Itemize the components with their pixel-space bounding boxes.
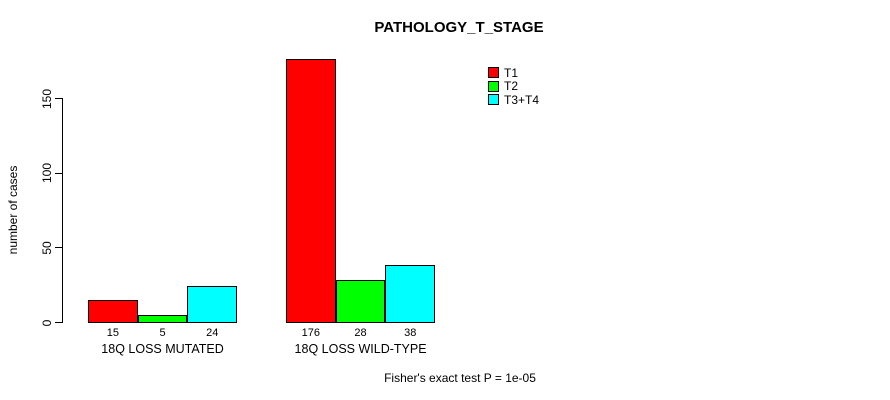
bar-value-label: 28 bbox=[354, 327, 367, 339]
legend-color-swatch bbox=[488, 94, 499, 106]
bar bbox=[187, 286, 238, 323]
y-tick-label: 50 bbox=[40, 241, 54, 255]
y-axis-title: number of cases bbox=[6, 165, 20, 255]
chart-title: PATHOLOGY_T_STAGE bbox=[374, 19, 544, 36]
bar bbox=[286, 59, 336, 323]
y-tick-label: 150 bbox=[40, 88, 54, 109]
bar bbox=[335, 280, 386, 323]
bar bbox=[88, 299, 138, 323]
y-axis-tick bbox=[55, 98, 62, 99]
legend-item: T2 bbox=[488, 79, 539, 94]
y-axis-tick bbox=[55, 322, 62, 323]
y-axis-tick bbox=[55, 247, 62, 249]
legend-color-swatch bbox=[488, 67, 499, 79]
legend-item-label: T3+T4 bbox=[504, 92, 540, 107]
bar-value-label: 15 bbox=[106, 327, 119, 339]
bar bbox=[385, 265, 436, 323]
y-tick-label: 100 bbox=[40, 163, 54, 184]
bar-value-label: 38 bbox=[404, 327, 417, 339]
bar-value-label: 24 bbox=[206, 327, 219, 339]
legend-item: T3+T4 bbox=[488, 93, 539, 107]
legend-color-swatch bbox=[488, 80, 499, 92]
legend-item-label: T1 bbox=[504, 65, 519, 80]
bar-value-label: 176 bbox=[301, 327, 321, 339]
statistical-annotation: Fisher's exact test P = 1e-05 bbox=[384, 371, 536, 385]
legend-item-label: T2 bbox=[504, 79, 519, 94]
y-axis-line bbox=[62, 98, 63, 323]
bar bbox=[137, 314, 188, 323]
group-label: 18Q LOSS WILD-TYPE bbox=[294, 342, 427, 356]
y-axis-tick bbox=[55, 172, 62, 174]
y-tick-label: 0 bbox=[40, 319, 54, 326]
legend-item: T1 bbox=[488, 66, 539, 80]
legend: T1 T2 T3+T4 bbox=[488, 66, 539, 107]
group-label: 18Q LOSS MUTATED bbox=[101, 342, 224, 356]
bar-value-label: 5 bbox=[159, 327, 166, 339]
